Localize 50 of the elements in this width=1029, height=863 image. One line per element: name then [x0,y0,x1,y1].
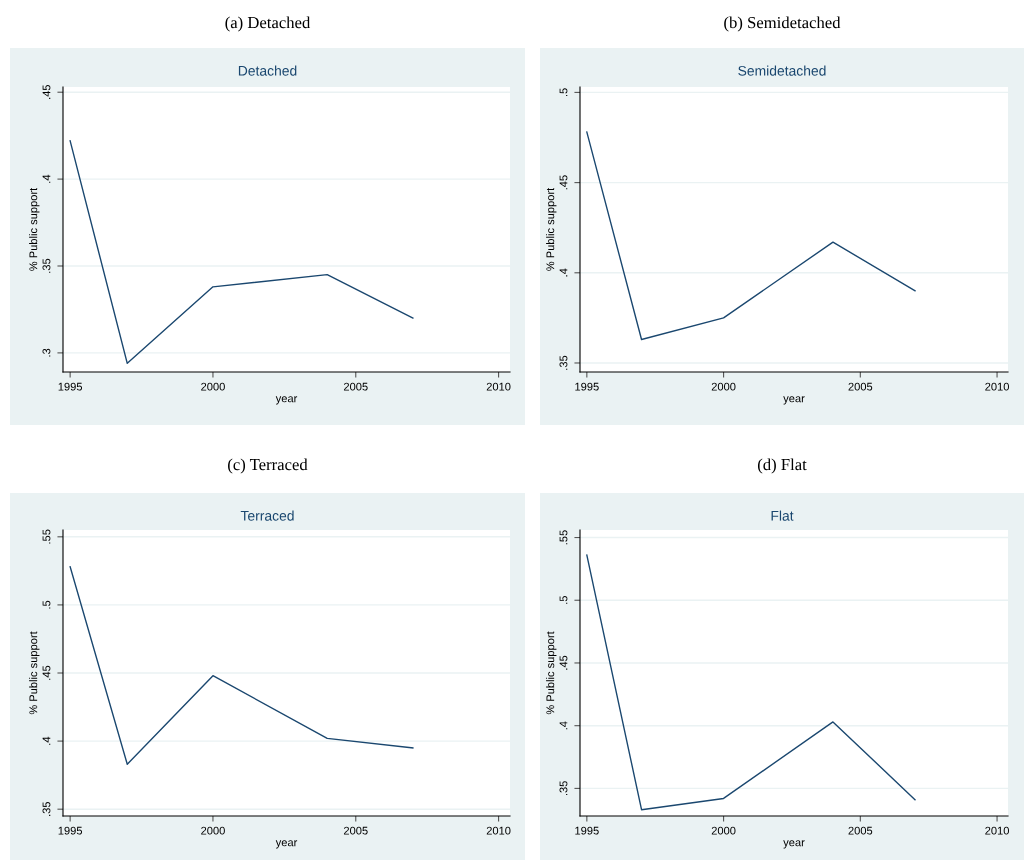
y-tick-label: .55 [42,529,51,544]
chart-title: (a) Detached [225,16,311,32]
x-tick-label: 2005 [343,382,368,391]
chart-subtitle: Terraced [240,510,294,521]
chart-subtitle: Semidetached [738,65,826,76]
x-tick-label: 2000 [711,382,736,391]
y-tick-label: .4 [559,721,568,730]
y-tick-label: .45 [42,84,51,99]
x-tick-label: 2005 [848,826,873,835]
x-axis-title: year [275,840,298,849]
y-tick-label: .3 [42,348,51,357]
y-axis-title: % Public support [546,187,557,271]
y-tick-label: .55 [559,530,568,545]
y-tick-label: .5 [42,600,51,609]
y-tick-label: .5 [559,596,568,604]
x-axis-title: year [783,396,805,405]
x-tick-label: 2000 [711,826,736,835]
chart-title: (d) Flat [757,458,807,474]
x-tick-label: 1995 [575,382,599,391]
chart-title: (b) Semidetached [724,16,841,32]
chart-subtitle: Flat [771,510,794,521]
y-tick-label: .4 [42,736,51,745]
y-tick-label: .4 [559,268,568,277]
y-tick-label: .35 [42,801,51,816]
x-tick-label: 1995 [58,382,83,391]
y-axis-title: % Public support [29,631,40,715]
x-tick-label: 2010 [985,826,1009,835]
y-tick-label: .35 [42,258,51,273]
y-tick-label: .45 [42,665,51,680]
y-tick-label: .5 [559,88,568,97]
x-axis-title: year [783,840,805,849]
x-tick-label: 2010 [486,382,511,391]
x-tick-label: 2005 [343,826,368,835]
x-tick-label: 2005 [848,382,873,391]
x-tick-label: 2000 [201,382,225,391]
x-tick-label: 2010 [985,382,1009,391]
y-tick-label: .35 [559,781,568,796]
y-tick-label: .4 [42,174,51,183]
x-tick-label: 1995 [575,826,599,835]
x-tick-label: 1995 [58,826,83,835]
y-tick-label: .45 [559,655,568,670]
y-axis-title: % Public support [29,187,40,271]
x-tick-label: 2000 [201,826,225,835]
y-tick-label: .35 [559,355,568,370]
x-axis-title: year [275,396,298,405]
x-tick-label: 2010 [486,826,511,835]
chart-title: (c) Terraced [228,458,308,474]
y-axis-title: % Public support [546,631,557,715]
y-tick-label: .45 [559,175,568,190]
chart-subtitle: Detached [238,65,297,76]
